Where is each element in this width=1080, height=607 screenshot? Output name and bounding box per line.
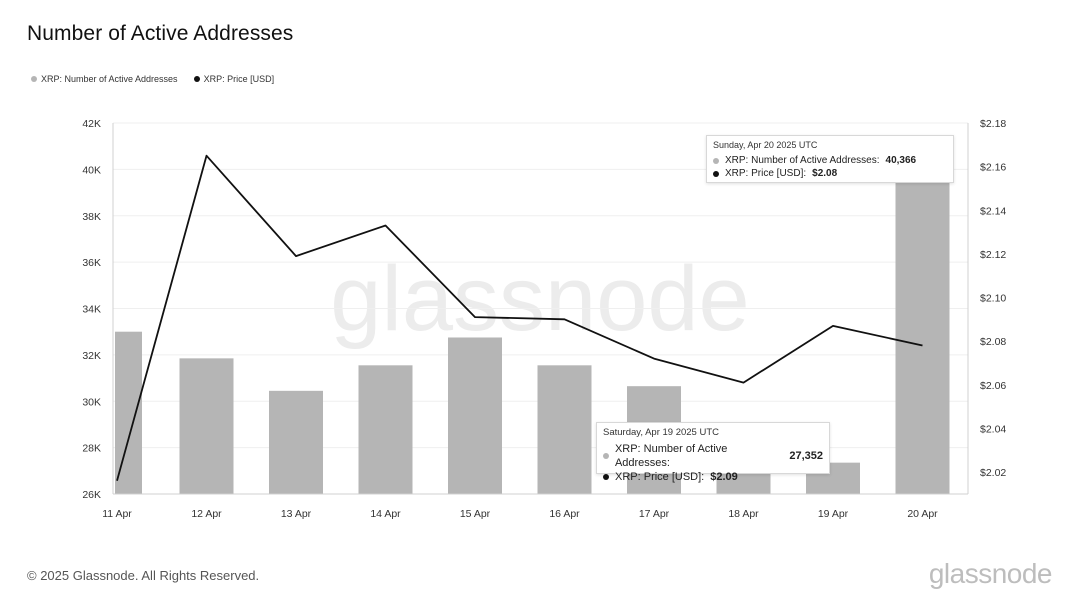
watermark: glassnode xyxy=(330,248,749,350)
bar-14-apr[interactable] xyxy=(358,365,413,494)
tooltip-row-price: XRP: Price [USD]: $2.08 xyxy=(713,167,947,180)
tooltip-price-value: $2.09 xyxy=(710,471,738,483)
x-tick-label: 19 Apr xyxy=(818,508,849,520)
legend-label-addresses: XRP: Number of Active Addresses xyxy=(41,74,178,84)
tooltip-price-label: XRP: Price [USD]: xyxy=(615,471,705,483)
bar-12-apr[interactable] xyxy=(179,358,234,494)
tooltip-date: Saturday, Apr 19 2025 UTC xyxy=(603,427,719,438)
x-tick-label: 17 Apr xyxy=(639,508,670,520)
y-left-tick-label: 30K xyxy=(82,396,101,408)
legend: XRP: Number of Active Addresses XRP: Pri… xyxy=(31,74,274,84)
y-left-tick-label: 40K xyxy=(82,164,101,176)
y-left-tick-label: 32K xyxy=(82,350,101,362)
y-right-tick-label: $2.14 xyxy=(980,205,1006,217)
bar-11-apr[interactable] xyxy=(115,331,142,494)
y-right-tick-label: $2.02 xyxy=(980,467,1006,479)
glassnode-logo[interactable]: glassnode xyxy=(928,558,1053,589)
tooltip-addresses-label: XRP: Number of Active Addresses: xyxy=(614,443,728,469)
y-right-tick-label: $2.04 xyxy=(980,423,1006,435)
tooltip-swatch-addresses xyxy=(713,157,719,164)
tooltip-price-label: XRP: Price [USD]: xyxy=(725,168,807,179)
y-right-tick-label: $2.10 xyxy=(980,293,1006,305)
bar-16-apr[interactable] xyxy=(537,365,592,494)
y-left-tick-label: 38K xyxy=(82,211,101,223)
y-right-tick-label: $2.06 xyxy=(980,380,1006,392)
tooltip-swatch-price xyxy=(603,474,609,480)
tooltip-addresses-label: XRP: Number of Active Addresses: xyxy=(725,155,880,166)
y-right-tick-label: $2.08 xyxy=(980,336,1006,348)
tooltip-date: Sunday, Apr 20 2025 UTC xyxy=(713,140,818,150)
legend-swatch-addresses xyxy=(31,76,37,82)
tooltip-swatch-price xyxy=(713,170,719,177)
legend-label-price: XRP: Price [USD] xyxy=(203,74,275,84)
tooltip-row-price: XRP: Price [USD]: $2.09 xyxy=(603,470,823,484)
tooltip-addresses-value: 27,352 xyxy=(789,450,823,462)
y-right-tick-label: $2.12 xyxy=(980,249,1006,261)
legend-swatch-price xyxy=(193,76,200,82)
legend-item-price[interactable]: XRP: Price [USD] xyxy=(193,74,275,84)
bar-20-apr[interactable] xyxy=(895,160,950,495)
tooltip-row-addresses: XRP: Number of Active Addresses: 27,352 xyxy=(603,442,823,470)
x-tick-label: 15 Apr xyxy=(460,508,491,520)
y-left-tick-label: 36K xyxy=(82,257,101,269)
copyright-footer: © 2025 Glassnode. All Rights Reserved. xyxy=(27,568,260,583)
y-left-tick-label: 34K xyxy=(82,304,101,316)
y-right-tick-label: $2.16 xyxy=(980,162,1006,174)
legend-item-addresses[interactable]: XRP: Number of Active Addresses xyxy=(31,74,178,84)
tooltip-apr-20: Sunday, Apr 20 2025 UTC XRP: Number of A… xyxy=(706,135,954,183)
x-tick-label: 16 Apr xyxy=(549,508,580,520)
bar-13-apr[interactable] xyxy=(269,390,323,494)
x-tick-label: 18 Apr xyxy=(728,508,759,520)
tooltip-swatch-addresses xyxy=(603,453,609,459)
tooltip-price-value: $2.08 xyxy=(812,168,838,179)
x-tick-label: 12 Apr xyxy=(191,508,222,520)
tooltip-apr-19: Saturday, Apr 19 2025 UTC XRP: Number of… xyxy=(596,422,830,483)
x-tick-label: 11 Apr xyxy=(102,508,132,520)
chart-title: Number of Active Addresses xyxy=(27,22,294,45)
tooltip-addresses-value: 40,366 xyxy=(885,155,917,166)
bar-15-apr[interactable] xyxy=(448,337,502,494)
y-right-tick-label: $2.18 xyxy=(980,118,1006,130)
y-left-tick-label: 26K xyxy=(82,489,101,501)
x-tick-label: 14 Apr xyxy=(370,508,401,520)
x-tick-label: 13 Apr xyxy=(281,508,312,520)
y-left-tick-label: 28K xyxy=(82,443,101,455)
price-line[interactable] xyxy=(116,154,923,481)
y-left-tick-label: 42K xyxy=(82,118,101,130)
x-tick-label: 20 Apr xyxy=(907,508,938,520)
tooltip-row-addresses: XRP: Number of Active Addresses: 40,366 xyxy=(713,154,947,167)
